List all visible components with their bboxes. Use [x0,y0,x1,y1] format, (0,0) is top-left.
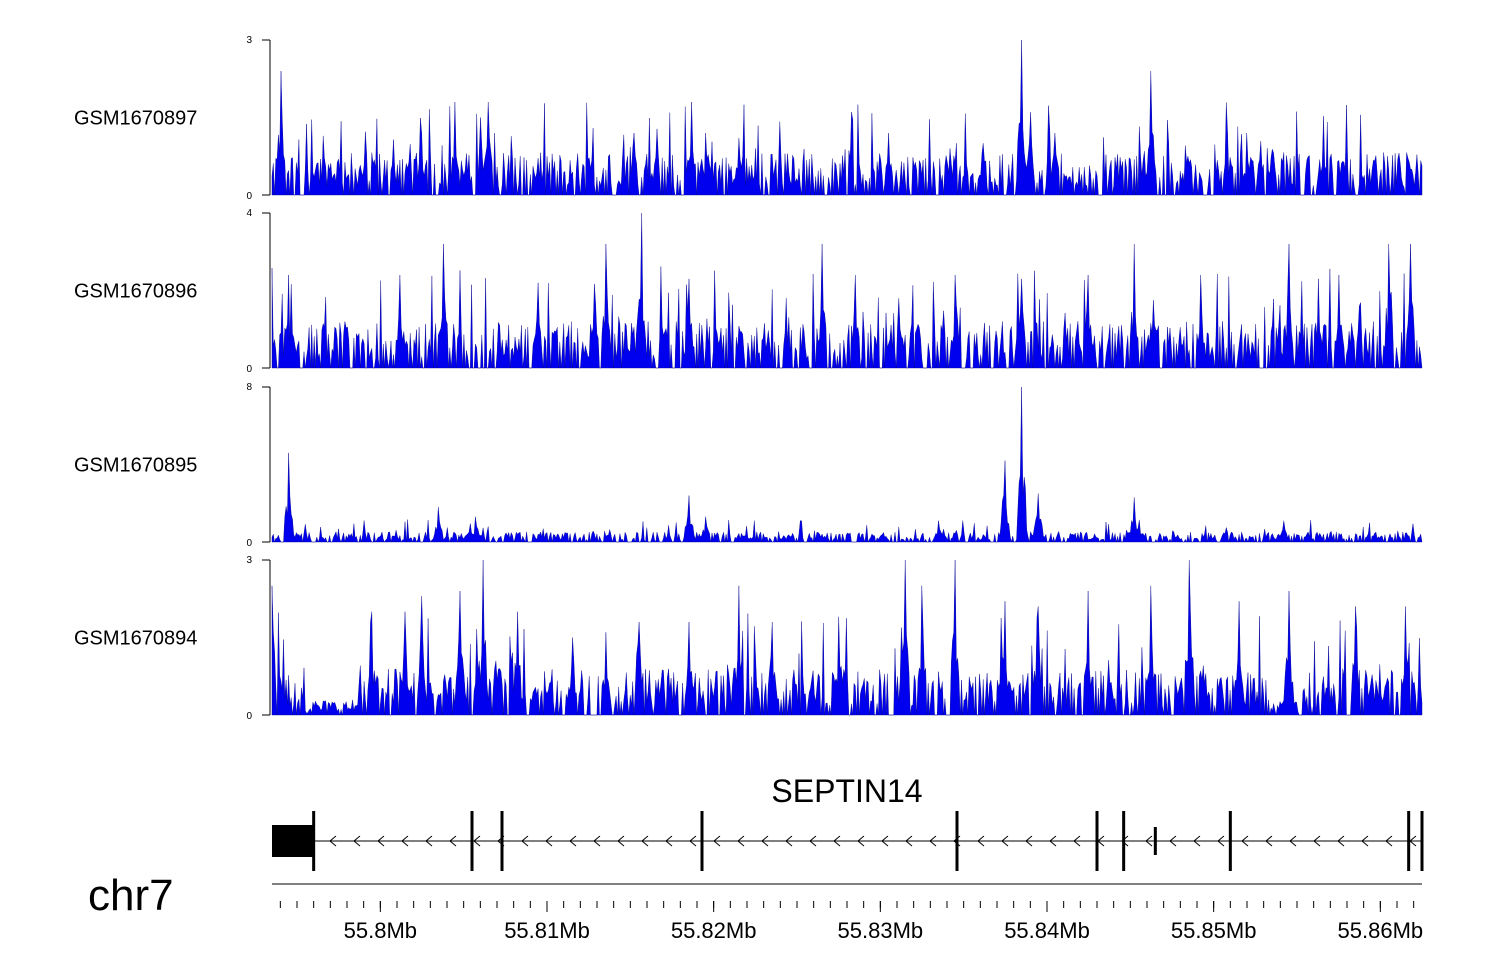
coverage-area [271,39,1423,196]
track-label: GSM1670894 [74,628,197,650]
x-tick-label: 55.83Mb [838,918,924,943]
strand-arrow [809,835,817,847]
strand-arrow [425,835,433,847]
strand-arrow [377,835,385,847]
y-tick-label: 4 [246,208,252,219]
track-GSM1670895: GSM1670895 8 0 [74,382,1423,549]
gene-model-track: SEPTIN14 [272,773,1424,871]
strand-arrow [1361,835,1369,847]
gene-exon [1122,811,1126,871]
strand-arrow [881,835,889,847]
strand-arrow [641,835,649,847]
strand-arrow [545,835,553,847]
strand-arrow [617,835,625,847]
strand-arrow [905,835,913,847]
track-label: GSM1670896 [74,281,197,303]
strand-arrow [1169,835,1177,847]
strand-arrow [833,835,841,847]
strand-arrow [1217,835,1225,847]
strand-arrow [1385,835,1393,847]
gene-utr-block [272,825,314,857]
strand-arrow [977,835,985,847]
strand-arrow [737,835,745,847]
y-tick-label: 0 [246,538,252,549]
track-GSM1670897: GSM1670897 3 0 [74,35,1423,202]
x-tick-label: 55.8Mb [344,918,417,943]
strand-arrow [1145,835,1153,847]
strand-arrow [521,835,529,847]
x-tick-label: 55.81Mb [504,918,590,943]
strand-arrow [593,835,601,847]
y-tick-label: 0 [246,711,252,722]
coverage-area [271,212,1423,369]
strand-arrow [1193,835,1201,847]
track-label: GSM1670897 [74,108,197,130]
coverage-tracks: GSM167089730GSM167089640GSM167089580GSM1… [74,35,1423,722]
strand-arrow [1073,835,1081,847]
coverage-area [271,559,1423,716]
strand-arrow [713,835,721,847]
gene-exon [1228,811,1232,871]
strand-arrow [689,835,697,847]
strand-arrow [1241,835,1249,847]
x-tick-label: 55.85Mb [1171,918,1257,943]
strand-arrow [401,835,409,847]
strand-arrow [1049,835,1057,847]
strand-arrow [761,835,769,847]
strand-arrow [857,835,865,847]
y-tick-label: 8 [246,382,252,393]
strand-arrow [1121,835,1129,847]
track-label: GSM1670895 [74,455,197,477]
gene-exon [500,811,504,871]
strand-arrow [785,835,793,847]
strand-arrow [929,835,937,847]
strand-arrow [1265,835,1273,847]
y-tick-label: 0 [246,364,252,375]
track-GSM1670896: GSM1670896 4 0 [74,208,1423,375]
gene-exon [1153,827,1157,855]
strand-arrow [1313,835,1321,847]
strand-arrow [1025,835,1033,847]
coverage-area [271,386,1423,543]
strand-arrow [353,835,361,847]
gene-exon [312,811,316,871]
gene-exon [1407,811,1411,871]
strand-arrow [1001,835,1009,847]
x-tick-label: 55.84Mb [1004,918,1090,943]
strand-arrow [569,835,577,847]
strand-arrow [1337,835,1345,847]
strand-arrow [1289,835,1297,847]
gene-exon [955,811,959,871]
track-GSM1670894: GSM1670894 3 0 [74,555,1423,722]
strand-arrow [449,835,457,847]
strand-arrow [473,835,481,847]
chromosome-label: chr7 [88,871,174,920]
y-tick-label: 3 [246,35,252,46]
strand-arrow [665,835,673,847]
gene-exon [470,811,474,871]
gene-exon [700,811,704,871]
x-tick-label: 55.82Mb [671,918,757,943]
gene-exon [1095,811,1099,871]
gene-exon [1420,811,1424,871]
gene-name-label: SEPTIN14 [771,773,922,809]
y-tick-label: 0 [246,191,252,202]
strand-arrow [329,835,337,847]
genomic-axis: 55.8Mb 55.81Mb 55.82Mb 55.83Mb 55.84Mb 55.85M… [272,883,1424,943]
y-tick-label: 3 [246,555,252,566]
x-tick-label: 55.86Mb [1338,918,1424,943]
